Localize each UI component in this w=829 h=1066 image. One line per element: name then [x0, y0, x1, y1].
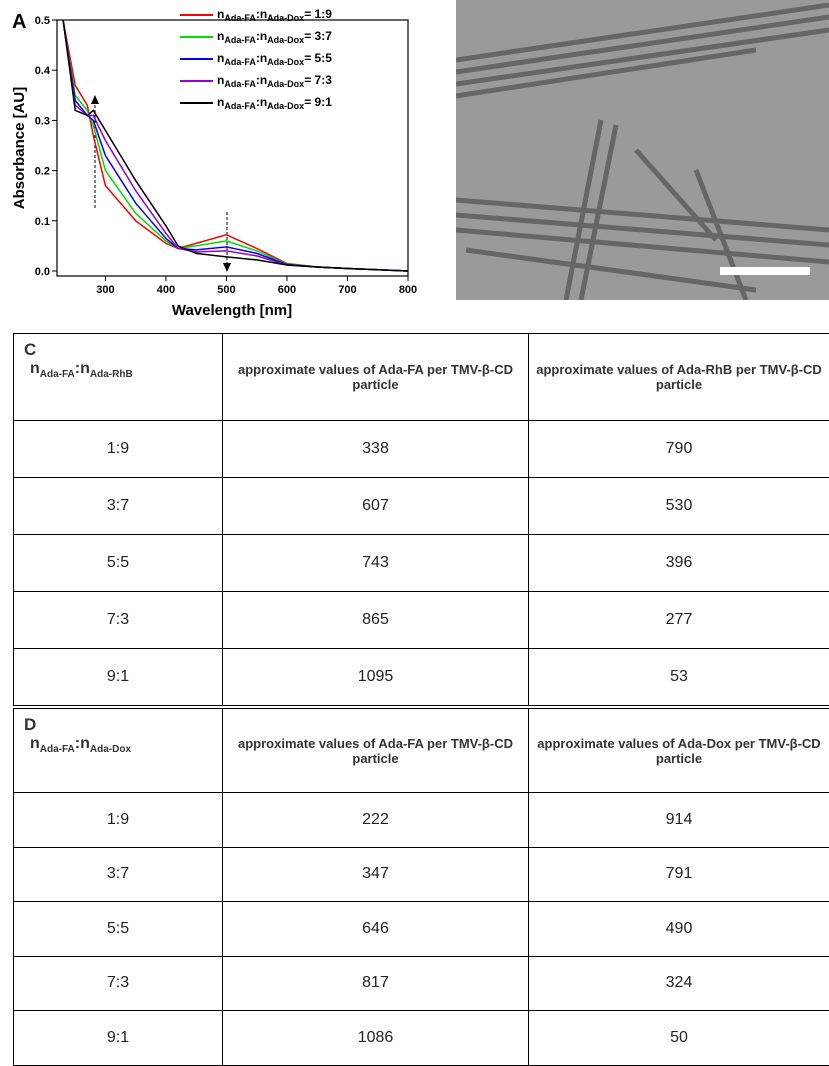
- y-tick-label: 0.0: [35, 266, 50, 278]
- table-cell: 9:1: [14, 649, 223, 706]
- table-cell: 3:7: [14, 478, 223, 535]
- legend-label: nAda-FA:nAda-Dox= 1:9: [217, 7, 332, 23]
- table-cell: 914: [529, 793, 829, 848]
- table-cell: 607: [223, 478, 529, 535]
- scale-bar: [720, 267, 810, 275]
- panel-label: D: [24, 715, 222, 735]
- table-cell: 347: [223, 847, 529, 902]
- table-cell: 790: [529, 421, 829, 478]
- table-cell: 396: [529, 535, 829, 592]
- y-tick-label: 0.5: [35, 15, 50, 27]
- table-cell: 338: [223, 421, 529, 478]
- legend-label: nAda-FA:nAda-Dox= 3:7: [217, 29, 332, 45]
- table-cell: 490: [529, 902, 829, 957]
- header-text: nAda-FA:nAda-RhB: [24, 360, 133, 377]
- table-cell: 3:7: [14, 847, 223, 902]
- x-tick-label: 400: [157, 284, 175, 296]
- table-cell: 324: [529, 956, 829, 1011]
- table-cell: 50: [529, 1011, 829, 1066]
- panel-label: C: [24, 340, 222, 360]
- x-axis-label: Wavelength [nm]: [172, 302, 292, 319]
- header-cell: approximate values of Ada-RhB per TMV-β-…: [529, 334, 829, 421]
- x-tick-label: 700: [338, 284, 356, 296]
- y-axis-label: Absorbance [AU]: [11, 87, 28, 210]
- table-cell: 743: [223, 535, 529, 592]
- arrow-down: [223, 263, 231, 272]
- header-cell: approximate values of Ada-Dox per TMV-β-…: [529, 709, 829, 793]
- table-cell: 7:3: [14, 956, 223, 1011]
- table-cell: 1086: [223, 1011, 529, 1066]
- y-tick-label: 0.2: [35, 166, 50, 178]
- table-cell: 7:3: [14, 592, 223, 649]
- table-cell: 277: [529, 592, 829, 649]
- table-cell: 1:9: [14, 793, 223, 848]
- table-cell: 222: [223, 793, 529, 848]
- y-tick-label: 0.4: [35, 65, 51, 77]
- header-text: nAda-FA:nAda-Dox: [24, 735, 131, 752]
- x-tick-label: 800: [399, 284, 417, 296]
- table-cell: 53: [529, 649, 829, 706]
- tem-image: B: [456, 0, 829, 300]
- panel-label: A: [12, 11, 26, 33]
- legend-label: nAda-FA:nAda-Dox= 9:1: [217, 95, 332, 111]
- table-cell: 1095: [223, 649, 529, 706]
- table-cell: 1:9: [14, 421, 223, 478]
- table-cell: 530: [529, 478, 829, 535]
- table-cell: 5:5: [14, 535, 223, 592]
- table-cell: 9:1: [14, 1011, 223, 1066]
- legend-label: nAda-FA:nAda-Dox= 7:3: [217, 73, 332, 89]
- y-tick-label: 0.3: [35, 115, 50, 127]
- table-cell: 817: [223, 956, 529, 1011]
- x-tick-label: 600: [278, 284, 296, 296]
- header-cell: approximate values of Ada-FA per TMV-β-C…: [223, 334, 529, 421]
- annotation-arrows: [91, 95, 231, 272]
- legend-label: nAda-FA:nAda-Dox= 5:5: [217, 51, 332, 67]
- header-cell: approximate values of Ada-FA per TMV-β-C…: [223, 709, 529, 793]
- chart: A Wavelength [nm] Absorbance [AU] 0.0 0.1…: [0, 0, 440, 330]
- y-tick-label: 0.1: [35, 216, 50, 228]
- table-cell: 791: [529, 847, 829, 902]
- table-cell: 646: [223, 902, 529, 957]
- table-cell: 865: [223, 592, 529, 649]
- table-cell: 5:5: [14, 902, 223, 957]
- x-tick-label: 500: [217, 284, 235, 296]
- arrow-up: [91, 95, 99, 104]
- x-tick-label: 300: [96, 284, 114, 296]
